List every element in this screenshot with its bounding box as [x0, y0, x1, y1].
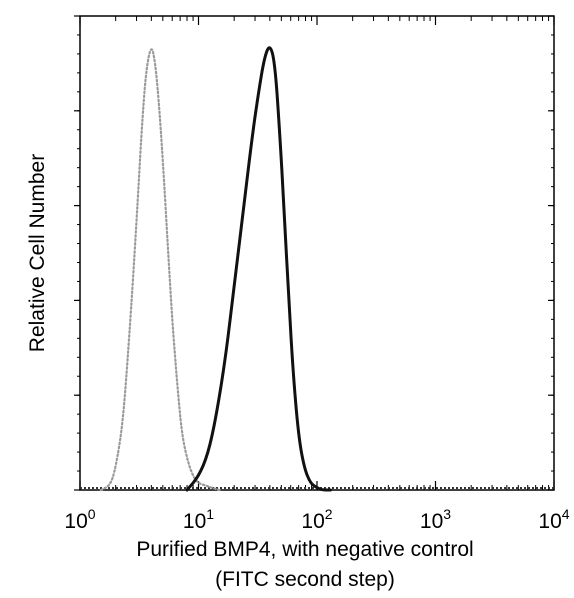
series-purified-bmp4 — [185, 46, 332, 492]
x-tick-label-base: 10 — [183, 510, 206, 533]
x-tick-label-exponent: 2 — [325, 506, 333, 522]
y-axis-title: Relative Cell Number — [26, 154, 49, 352]
x-tick-label-exponent: 1 — [206, 506, 214, 522]
x-tick-label-exponent: 0 — [88, 506, 96, 522]
x-tick-labels: 100 101 102 103 104 — [64, 506, 569, 533]
x-tick-label-base: 10 — [420, 510, 443, 533]
axis-ticks — [74, 15, 555, 491]
x-axis-title-line2: (FITC second step) — [215, 568, 395, 591]
x-tick-label-base: 10 — [64, 510, 87, 533]
x-tick-label-exponent: 3 — [443, 506, 451, 522]
x-tick-label: 100 — [64, 506, 95, 533]
x-tick-label: 102 — [301, 506, 332, 533]
x-tick-label-exponent: 4 — [562, 506, 570, 522]
x-tick-label-base: 10 — [538, 510, 561, 533]
histogram-series — [80, 46, 554, 492]
x-tick-label: 103 — [420, 506, 451, 533]
plot-frame — [79, 15, 555, 491]
x-axis-title-line1: Purified BMP4, with negative control — [136, 538, 473, 561]
x-tick-label: 104 — [538, 506, 569, 533]
series-negative-control — [99, 48, 221, 492]
x-tick-label-base: 10 — [301, 510, 324, 533]
x-tick-label: 101 — [183, 506, 214, 533]
